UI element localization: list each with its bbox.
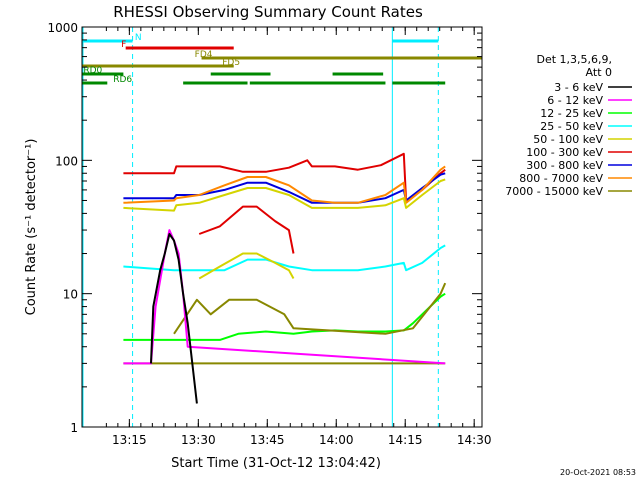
status-bar-label-rd0: RD0 — [83, 66, 102, 76]
y-tick-label: 10 — [63, 288, 78, 302]
series-line-4 — [198, 205, 295, 254]
legend-label: 300 - 800 keV — [526, 159, 603, 172]
legend-label: 100 - 300 keV — [526, 146, 603, 159]
y-axis-label: Count Rate (s⁻¹ detector⁻¹) — [24, 139, 39, 316]
series-line-11 — [150, 233, 198, 404]
plot-frame — [81, 26, 483, 428]
axes: 13:15 13:30 13:45 14:00 14:15 14:30 1 10 100 1000 — [47, 21, 491, 447]
status-bar-label-fd4: FD4 — [195, 50, 213, 60]
status-bar-label-fd5: FD5 — [222, 58, 240, 68]
legend-header-line: Det 1,3,5,6,9, — [536, 53, 612, 66]
y-tick-label: 1000 — [47, 21, 78, 35]
chart-title: RHESSI Observing Summary Count Rates — [113, 3, 423, 21]
status-bar-label-f: F — [121, 40, 126, 50]
series-line-2 — [123, 165, 446, 204]
status-bars: NF FD4 FD5 RD0 RD6 — [82, 33, 482, 85]
x-tick-label: 13:15 — [112, 433, 147, 447]
x-tick-label: 13:30 — [181, 433, 216, 447]
x-tick-label: 13:45 — [250, 433, 285, 447]
x-axis-label: Start Time (31-Oct-12 13:04:42) — [171, 456, 381, 471]
marker-lines — [82, 27, 439, 427]
footer-timestamp: 20-Oct-2021 08:53 — [560, 468, 636, 477]
series-line-3 — [123, 178, 446, 212]
legend-label: 6 - 12 keV — [547, 94, 603, 107]
x-tick-label: 14:00 — [319, 433, 354, 447]
y-tick-label: 1 — [70, 421, 78, 435]
y-tick-label: 100 — [55, 154, 78, 168]
x-tick-label: 14:30 — [457, 433, 492, 447]
status-bar-label-n: N — [135, 33, 142, 43]
legend-label: 800 - 7000 keV — [519, 172, 603, 185]
x-tick-label: 14:15 — [388, 433, 423, 447]
series-line-5 — [123, 244, 446, 272]
legend-label: 25 - 50 keV — [540, 120, 603, 133]
status-bar-label-rd6: RD6 — [113, 75, 132, 85]
series-line-8 — [173, 282, 447, 335]
legend-label: 7000 - 15000 keV — [505, 185, 603, 198]
series-line-1 — [123, 172, 446, 204]
series-lines — [123, 152, 447, 404]
legend-header-line: Att 0 — [586, 66, 612, 79]
series-line-10 — [123, 229, 446, 365]
legend-label: 3 - 6 keV — [554, 81, 603, 94]
series-line-6 — [198, 252, 295, 280]
legend-label: 50 - 100 keV — [533, 133, 603, 146]
legend-label: 12 - 25 keV — [540, 107, 603, 120]
